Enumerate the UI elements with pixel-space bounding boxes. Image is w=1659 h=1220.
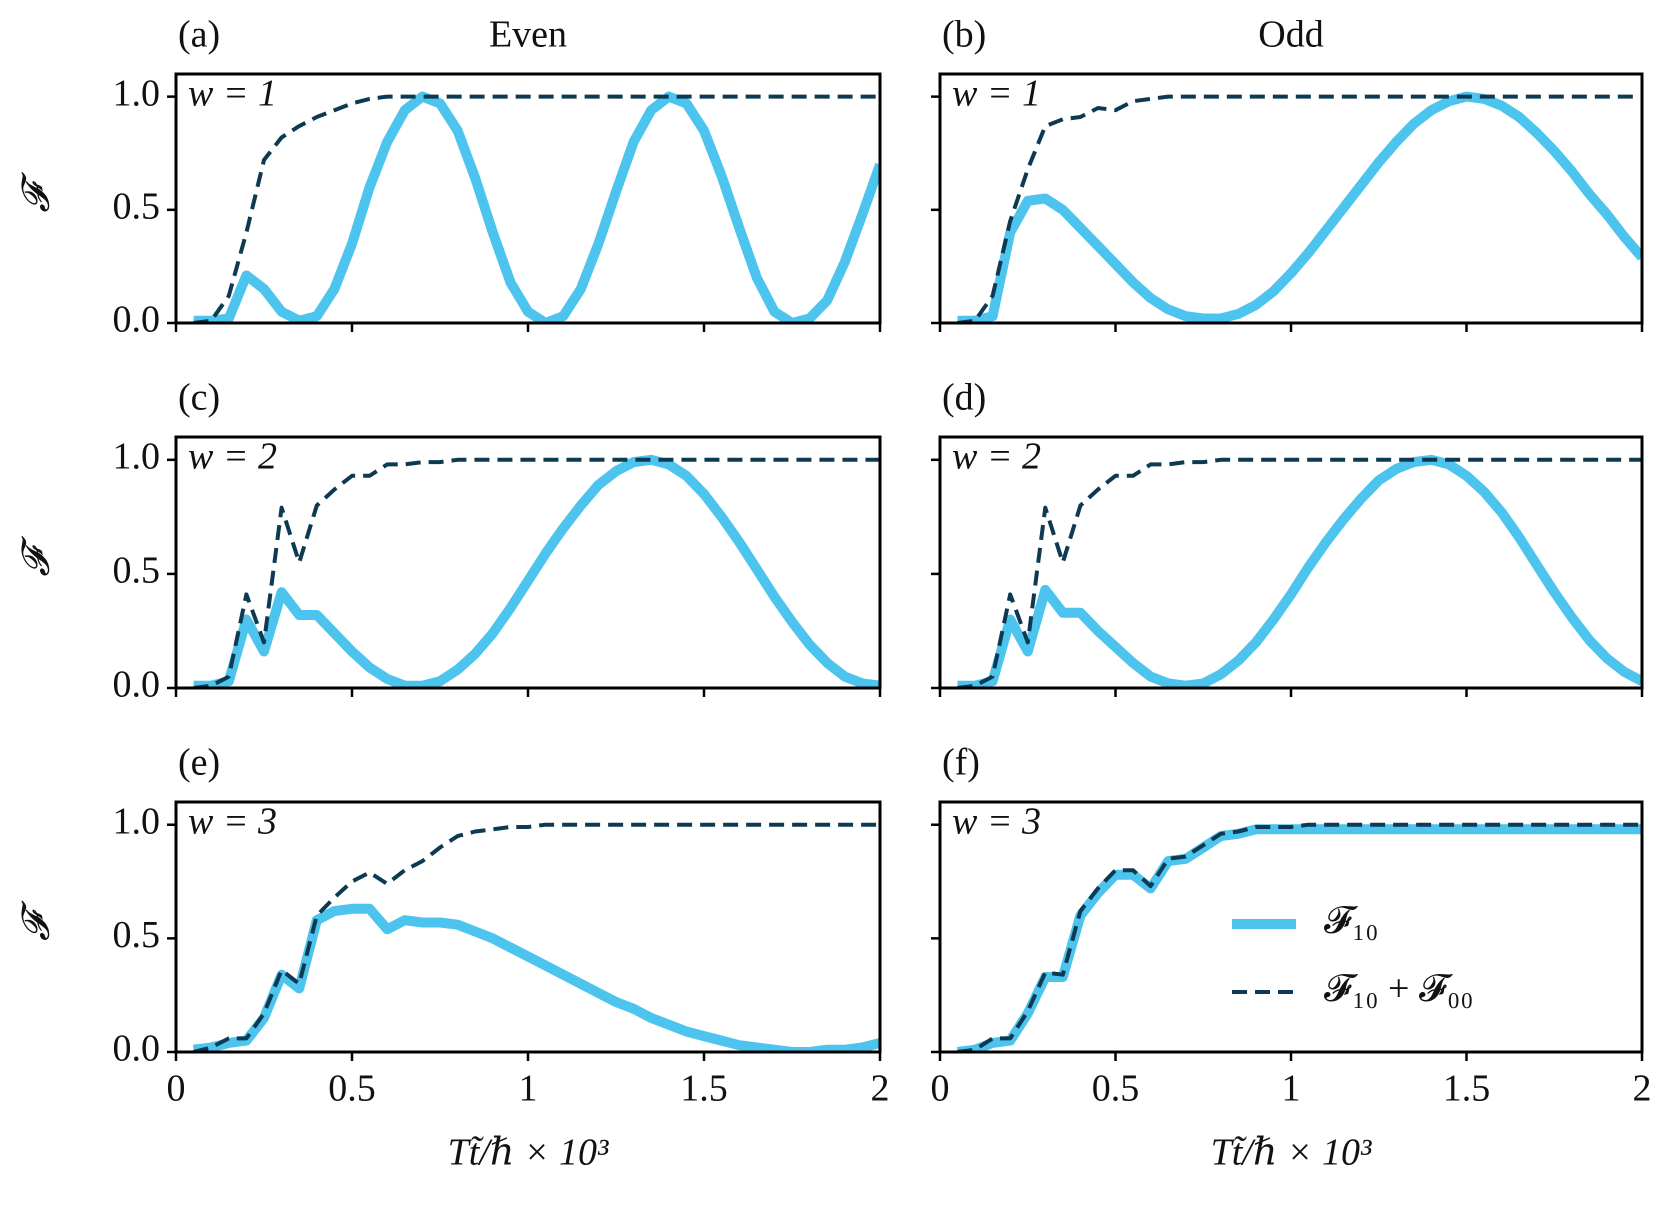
plot-frame	[938, 800, 1644, 1054]
plot-frame	[174, 800, 882, 1054]
panel-label: (c)	[178, 377, 220, 419]
x-axis-label: Tt̃/ℏ × 10³	[448, 1132, 609, 1174]
plot-frame	[174, 72, 882, 325]
plot-area	[193, 454, 880, 688]
panel-label: (b)	[942, 14, 986, 56]
series-line	[957, 457, 1642, 688]
series-line	[193, 457, 880, 688]
plot-area	[956, 822, 1642, 1052]
legend-label: 𝓕₁₀	[1324, 900, 1379, 942]
y-tick-label: 0.0	[113, 299, 161, 341]
legend-label: 𝓕₁₀ + 𝓕₀₀	[1324, 968, 1474, 1010]
annotation: w = 3	[952, 800, 1041, 842]
x-tick-label: 1	[1282, 1068, 1301, 1110]
panel-label: (e)	[178, 742, 220, 784]
y-tick-label: 0.0	[113, 1028, 161, 1070]
panel-label: (a)	[178, 14, 220, 56]
annotation: w = 2	[188, 436, 277, 478]
annotation: w = 1	[188, 72, 277, 114]
y-tick-label: 1.0	[113, 72, 161, 114]
series-line	[957, 91, 1642, 323]
y-axis-label: 𝓕	[16, 172, 58, 213]
x-tick-label: 0	[167, 1068, 186, 1110]
y-axis-label: 𝓕	[16, 536, 58, 577]
x-tick-label: 1	[519, 1068, 538, 1110]
column-title: Odd	[1258, 14, 1323, 56]
x-tick-label: 1.5	[680, 1068, 728, 1110]
panel-label: (d)	[942, 377, 986, 419]
series-line	[956, 824, 1642, 1052]
series-line	[957, 822, 1642, 1052]
series-line	[193, 454, 880, 688]
column-title: Even	[489, 14, 567, 56]
annotation: w = 1	[952, 72, 1041, 114]
series-line	[957, 94, 1642, 323]
x-tick-label: 2	[1633, 1068, 1652, 1110]
plot-frame	[938, 435, 1644, 690]
y-tick-label: 1.0	[113, 436, 161, 478]
series-line	[193, 91, 880, 323]
y-tick-label: 0.5	[113, 550, 161, 592]
panel-label: (f)	[942, 742, 980, 784]
y-tick-label: 0.5	[113, 914, 161, 956]
annotation: w = 2	[952, 436, 1041, 478]
y-axis-label: 𝓕	[16, 900, 58, 941]
x-tick-label: 0.5	[1092, 1068, 1140, 1110]
series-line	[193, 822, 880, 1052]
series-line	[193, 94, 880, 323]
y-tick-label: 1.0	[113, 800, 161, 842]
series-line	[957, 454, 1642, 688]
plot-frame	[174, 435, 882, 690]
y-tick-label: 0.5	[113, 186, 161, 228]
y-tick-label: 0.0	[113, 664, 161, 706]
x-tick-label: 2	[871, 1068, 890, 1110]
x-axis-label: Tt̃/ℏ × 10³	[1211, 1132, 1372, 1174]
x-tick-label: 1.5	[1443, 1068, 1491, 1110]
plot-area	[957, 91, 1642, 323]
annotation: w = 3	[188, 800, 277, 842]
x-tick-label: 0.5	[328, 1068, 376, 1110]
plot-area	[193, 91, 880, 323]
plot-frame	[938, 72, 1644, 325]
x-tick-label: 0	[931, 1068, 950, 1110]
plot-area	[192, 822, 880, 1052]
plot-area	[957, 454, 1642, 688]
